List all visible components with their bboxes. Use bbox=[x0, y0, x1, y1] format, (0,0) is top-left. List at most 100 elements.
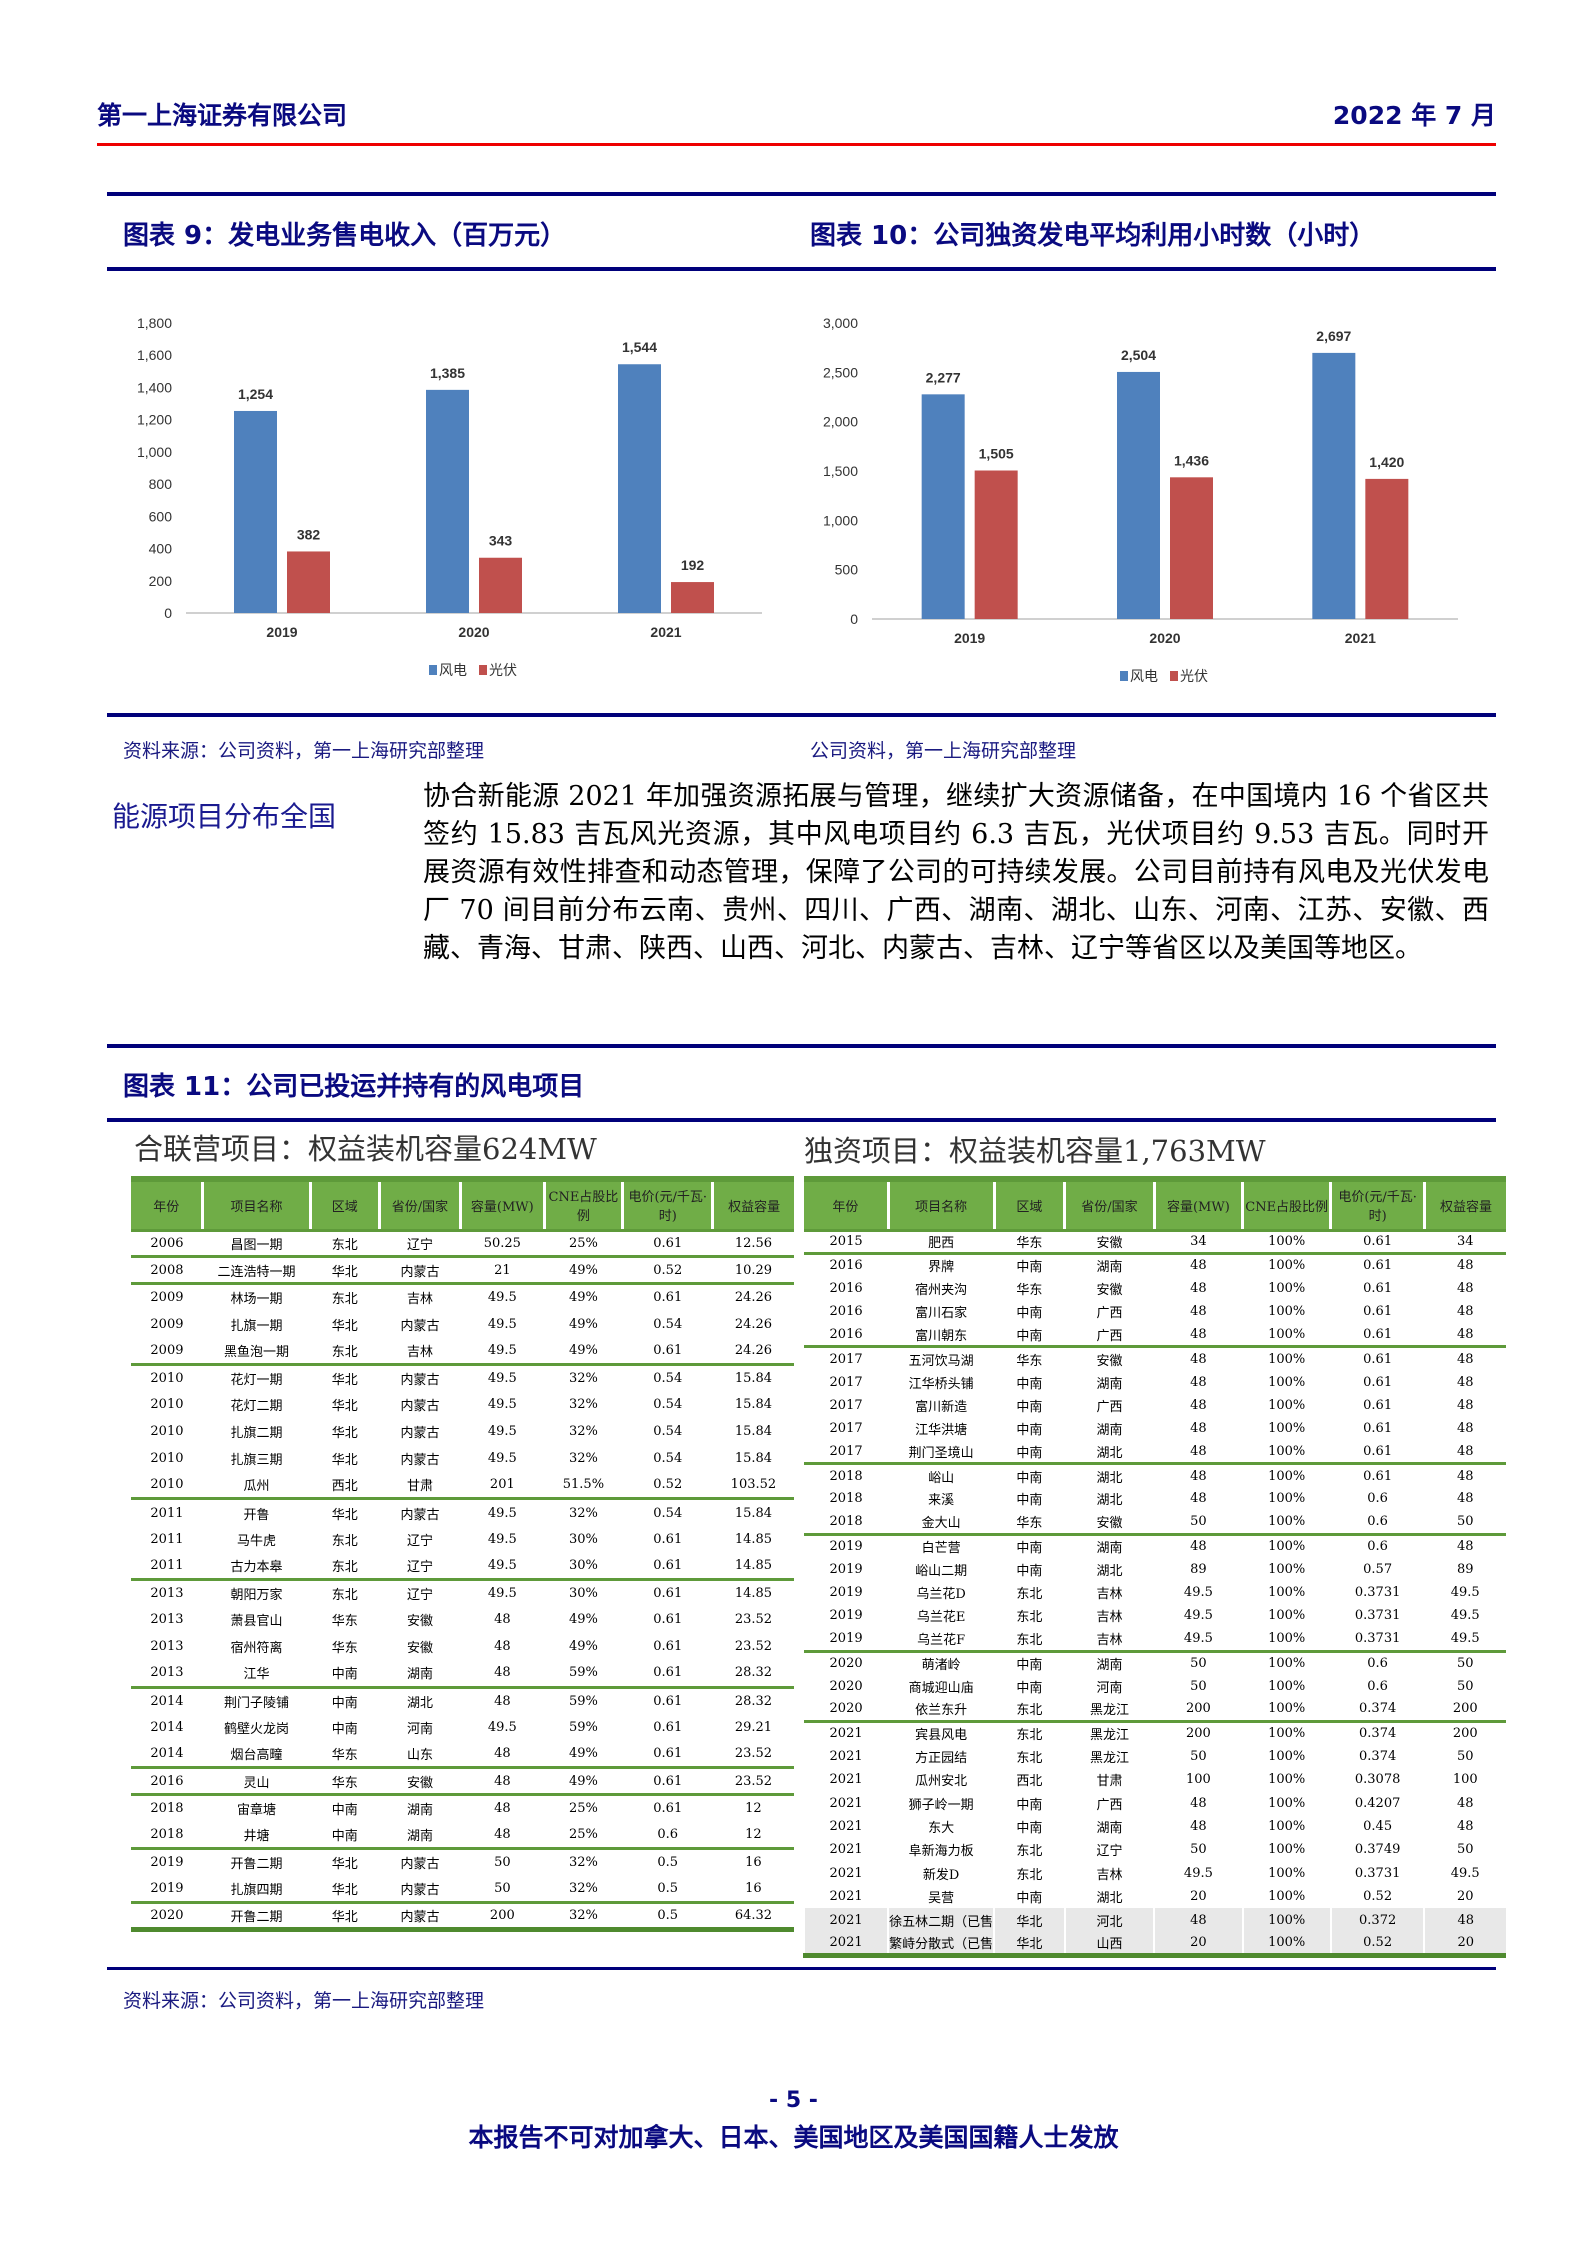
table-cell: 2021 bbox=[802, 1908, 889, 1932]
table-cell: 100% bbox=[1268, 1772, 1306, 1788]
table-cell: 100% bbox=[1268, 1327, 1306, 1342]
table-row: 2009 扎旗一期 华北 内蒙古 49.5 49% 0.54 24.26 bbox=[131, 1311, 794, 1338]
table-cell: 中南 bbox=[1016, 1797, 1043, 1813]
table-cell: 2020 bbox=[829, 1701, 863, 1717]
table-cell: 2010 bbox=[131, 1362, 203, 1392]
table-cell: 100% bbox=[1268, 1561, 1306, 1577]
table-row: 2019 乌兰花F 东北 吉林 49.5 100% 0.3731 49.5 bbox=[804, 1628, 1506, 1651]
table-cell: 25% bbox=[568, 1826, 598, 1842]
table-cell: 48 bbox=[1153, 1908, 1243, 1932]
table-cell: 湖南 bbox=[1064, 1251, 1155, 1277]
table-cell: 50 bbox=[1456, 1842, 1474, 1858]
table-cell: 49.5 bbox=[460, 1497, 545, 1526]
bar-光伏 bbox=[1365, 478, 1409, 619]
table-cell: 辽宁 bbox=[1096, 1844, 1123, 1860]
table-cell: 200 bbox=[1424, 1719, 1506, 1745]
table-cell: 20 bbox=[1456, 1889, 1474, 1905]
table-cell: 宿州符离 bbox=[230, 1641, 283, 1657]
table-cell: 湖南 bbox=[379, 1793, 461, 1822]
table-row: 2019 乌兰花E 东北 吉林 49.5 100% 0.3731 49.5 bbox=[804, 1604, 1506, 1627]
table-row: 2019 开鲁二期 华北 内蒙古 50 32% 0.5 16 bbox=[131, 1846, 794, 1876]
table-cell: 100% bbox=[1268, 1443, 1306, 1459]
chart-figure10: 0 500 1,000 1,500 2,000 2,500 3,000 2019 2,277 1,… bbox=[823, 315, 1458, 684]
y-tick-label: 0 bbox=[850, 611, 858, 627]
table-cell: 14.85 bbox=[712, 1578, 794, 1607]
table-cell: 安徽 bbox=[406, 1614, 433, 1630]
table-cell: 肥西 bbox=[928, 1236, 955, 1252]
y-tick-label: 1,800 bbox=[137, 315, 172, 331]
table-cell: 50.25 bbox=[483, 1235, 521, 1251]
table-cell: 广西 bbox=[1096, 1399, 1123, 1415]
table-cell: 吉林 bbox=[1096, 1633, 1123, 1649]
table-cell: 30% bbox=[544, 1578, 623, 1607]
y-tick-label: 2,000 bbox=[823, 414, 858, 430]
table-row: 2011 马牛虎 东北 辽宁 49.5 30% 0.61 14.85 bbox=[131, 1526, 794, 1553]
table-cell: 2010 bbox=[150, 1477, 184, 1493]
table-cell: 华东 bbox=[331, 1748, 358, 1764]
table-cell: 西北 bbox=[331, 1479, 358, 1495]
table-header: 年份 项目名称 区域 省份/国家 容量(MW) CNE占股比例 电价(元/千瓦·时) 权益容量 bbox=[804, 1176, 1506, 1232]
table-cell: 中南 bbox=[310, 1685, 380, 1715]
table-cell: 23.52 bbox=[734, 1639, 773, 1655]
table-cell: 中南 bbox=[331, 1721, 358, 1737]
table-cell: 华北 bbox=[331, 1318, 358, 1334]
table-cell: 0.61 bbox=[1363, 1443, 1393, 1459]
table-row: 2010 扎旗三期 华北 内蒙古 49.5 32% 0.54 15.84 bbox=[131, 1445, 794, 1472]
table-row: 2018 井塘 中南 湖南 48 25% 0.6 12 bbox=[131, 1822, 794, 1849]
table-cell: 黑龙江 bbox=[1064, 1719, 1155, 1745]
bar-风电 bbox=[618, 364, 661, 613]
table-cell: 甘肃 bbox=[406, 1479, 433, 1495]
table-cell: 河南 bbox=[1096, 1680, 1123, 1696]
table-cell: 200 bbox=[1452, 1701, 1478, 1717]
section-heading: 能源项目分布全国 bbox=[112, 800, 337, 833]
table-cell: 0.5 bbox=[622, 1846, 713, 1876]
table-cell: 59% bbox=[568, 1719, 598, 1735]
legend-label: 光伏 bbox=[489, 662, 517, 678]
table-cell: 河北 bbox=[1063, 1908, 1155, 1932]
table-cell: 2021 bbox=[829, 1842, 863, 1858]
table-cell: 48 bbox=[1456, 1421, 1474, 1437]
header-divider bbox=[97, 143, 1496, 146]
table-cell: 2019 bbox=[829, 1561, 863, 1577]
table-cell: 15.84 bbox=[712, 1362, 794, 1392]
table-cell: 2010 bbox=[150, 1451, 184, 1467]
table-cell: 48 bbox=[1456, 1795, 1474, 1811]
table-cell: 49% bbox=[544, 1255, 623, 1284]
table-cell: 59% bbox=[544, 1685, 623, 1715]
figure10-source: 公司资料，第一上海研究部整理 bbox=[810, 740, 1077, 762]
table-cell: 山西 bbox=[1063, 1931, 1155, 1958]
table-cell: 0.61 bbox=[1363, 1421, 1393, 1437]
table-row: 2006 昌图一期 东北 辽宁 50.25 25% 0.61 12.56 bbox=[131, 1230, 794, 1257]
table-cell: 49.5 bbox=[1183, 1865, 1213, 1881]
table-cell: 井塘 bbox=[243, 1828, 270, 1844]
table-cell: 中南 bbox=[1016, 1891, 1043, 1907]
table-cell: 吴营 bbox=[928, 1891, 955, 1907]
bar-光伏 bbox=[1170, 477, 1213, 619]
table-cell: 0.61 bbox=[653, 1612, 683, 1628]
table-cell: 2010 bbox=[150, 1424, 184, 1440]
table-cell: 湖北 bbox=[1096, 1493, 1123, 1509]
table-row: 2021 新发D 东北 吉林 49.5 100% 0.3731 49.5 bbox=[804, 1862, 1506, 1885]
bar-风电 bbox=[1117, 371, 1160, 619]
table-cell: 中南 bbox=[1016, 1306, 1043, 1322]
table-cell: 西北 bbox=[1016, 1774, 1043, 1790]
table-cell: 安徽 bbox=[1064, 1345, 1155, 1371]
table-cell: 48 bbox=[460, 1793, 545, 1822]
table-cell: 100% bbox=[1268, 1585, 1306, 1601]
y-tick-label: 500 bbox=[835, 562, 859, 578]
table-cell: 48 bbox=[1190, 1795, 1207, 1811]
table-cell: 49.5 bbox=[487, 1424, 517, 1440]
table-cell: 开鲁 bbox=[202, 1497, 311, 1526]
table-cell: 0.3078 bbox=[1354, 1772, 1401, 1788]
table-cell: 华北 bbox=[331, 1882, 358, 1898]
y-tick-label: 1,600 bbox=[137, 347, 172, 363]
table-row: 2016 灵山 华东 安徽 48 49% 0.61 23.52 bbox=[131, 1766, 794, 1795]
table-cell: 东大 bbox=[928, 1820, 955, 1836]
table-header: 年份 项目名称 区域 省份/国家 容量(MW) CNE占股比例 电价(元/千瓦·时) 权益容量 bbox=[131, 1176, 794, 1232]
table-cell: 49% bbox=[568, 1316, 598, 1332]
table-cell: 32% bbox=[568, 1397, 598, 1413]
table-cell: 48 bbox=[1190, 1304, 1207, 1320]
table-cell: 2008 bbox=[131, 1255, 203, 1284]
table-row: 2013 宿州符离 华东 安徽 48 49% 0.61 23.52 bbox=[131, 1633, 794, 1660]
table-cell: 49% bbox=[568, 1746, 598, 1762]
